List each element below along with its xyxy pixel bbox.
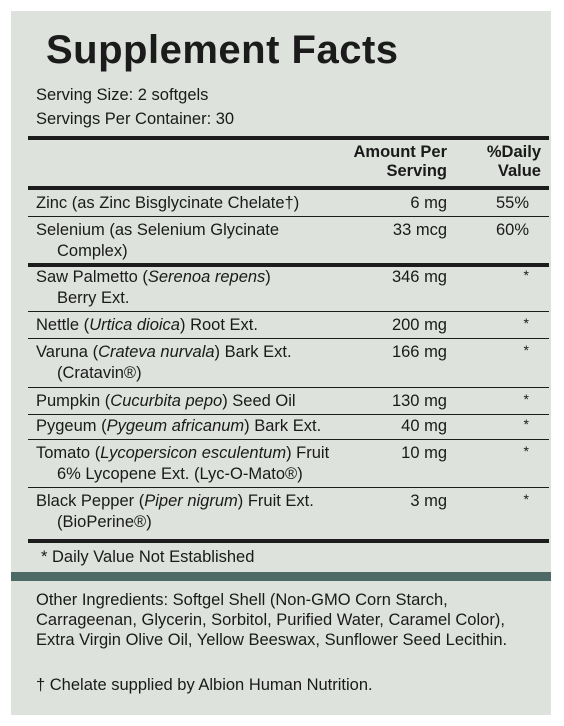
nutrient-amount: 200 mg	[391, 316, 447, 334]
amount-header-line2: Serving	[386, 162, 447, 180]
nutrient-dv: *	[523, 267, 529, 283]
bottom-thick-rule	[28, 539, 549, 543]
nutrient-dv: 60%	[495, 221, 529, 239]
nutrient-dv: *	[523, 315, 529, 331]
serving-size: Serving Size: 2 softgels	[36, 86, 209, 104]
row-divider	[28, 487, 549, 488]
nutrient-amount: 40 mg	[401, 417, 447, 435]
nutrient-dv: *	[523, 491, 529, 507]
row-divider	[28, 439, 549, 440]
nutrient-amount: 3 mg	[410, 492, 447, 510]
nutrient-name: Pumpkin (Cucurbita pepo) Seed Oil	[36, 392, 296, 410]
row-divider	[28, 216, 549, 217]
nutrient-name: Zinc (as Zinc Bisglycinate Chelate†)	[36, 194, 300, 212]
daily-value-footnote: * Daily Value Not Established	[41, 548, 255, 566]
row-divider	[28, 414, 549, 415]
nutrient-amount: 33 mcg	[392, 221, 447, 239]
divider-band	[11, 572, 551, 581]
nutrient-dv: *	[523, 443, 529, 459]
nutrient-name: Saw Palmetto (Serenoa repens) Berry Ext.	[36, 268, 271, 307]
nutrient-amount: 10 mg	[401, 444, 447, 462]
servings-per-container: Servings Per Container: 30	[36, 110, 235, 128]
nutrient-dv: *	[523, 391, 529, 407]
row-divider	[28, 387, 549, 388]
header-thick-rule	[28, 186, 549, 190]
row-divider	[28, 338, 549, 339]
nutrient-amount: 130 mg	[391, 392, 447, 410]
other-ingredients: Other Ingredients: Softgel Shell (Non-GM…	[36, 591, 508, 649]
supplement-facts-panel	[11, 11, 551, 715]
nutrient-dv: 55%	[495, 194, 529, 212]
amount-header-line1: Amount Per	[353, 143, 447, 161]
nutrient-dv: *	[523, 342, 529, 358]
dv-section-thick-rule	[28, 263, 549, 267]
nutrient-name: Varuna (Crateva nurvala) Bark Ext. (Crata…	[36, 343, 292, 382]
top-thick-rule	[28, 136, 549, 140]
nutrient-amount: 166 mg	[391, 343, 447, 361]
dv-header-line1: %Daily	[486, 143, 541, 161]
amount-per-serving-header: Amount Per Serving	[353, 143, 447, 181]
nutrient-name: Selenium (as Selenium Glycinate Complex)	[36, 221, 280, 260]
nutrient-name: Tomato (Lycopersicon esculentum) Fruit 6%…	[36, 444, 330, 483]
chelate-note: † Chelate supplied by Albion Human Nutri…	[36, 676, 373, 694]
row-divider	[28, 311, 549, 312]
nutrient-amount: 346 mg	[391, 268, 447, 286]
nutrient-name: Nettle (Urtica dioica) Root Ext.	[36, 316, 258, 334]
nutrient-name: Black Pepper (Piper nigrum) Fruit Ext. (B…	[36, 492, 314, 531]
nutrient-dv: *	[523, 416, 529, 432]
nutrient-amount: 6 mg	[410, 194, 447, 212]
nutrient-name: Pygeum (Pygeum africanum) Bark Ext.	[36, 417, 322, 435]
panel-title: Supplement Facts	[46, 28, 399, 72]
daily-value-header: %Daily Value	[487, 143, 541, 181]
dv-header-line2: Value	[497, 162, 541, 180]
